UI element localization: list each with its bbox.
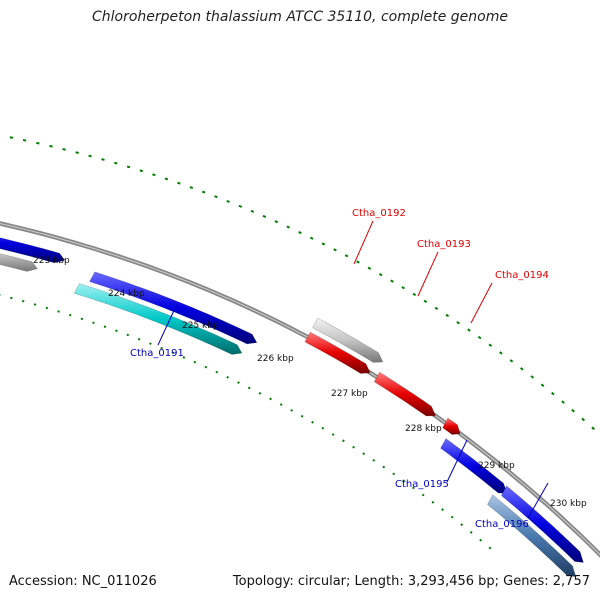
- gene-arrow-ctha-0191[interactable]: [73, 283, 243, 355]
- gene-arrow-ctha-0191-blue[interactable]: [89, 271, 258, 345]
- gene-arrow-ctha-0195b[interactable]: [501, 485, 584, 563]
- gene-arrow-ctha-0194[interactable]: [442, 417, 461, 435]
- gene-label-reverse[interactable]: Ctha_0196: [475, 519, 529, 530]
- scale-tick-label: 224 kbp: [108, 289, 145, 299]
- genome-summary-text: Topology: circular; Length: 3,293,456 bp…: [232, 574, 590, 589]
- gene-label-reverse[interactable]: Ctha_0191: [130, 348, 184, 359]
- gene-label-forward[interactable]: Ctha_0192: [352, 208, 406, 219]
- gene-arrow-ctha-0192-red[interactable]: [304, 331, 371, 374]
- scale-tick-label: 228 kbp: [405, 424, 442, 434]
- scale-tick-label: 223 kbp: [33, 256, 70, 266]
- scale-tick-label: 227 kbp: [331, 389, 368, 399]
- gene-arrow-ctha-0196[interactable]: [487, 494, 577, 577]
- gene-label-leader: [417, 251, 439, 297]
- gene-arrow-ctha-0193[interactable]: [373, 371, 436, 417]
- gene-arrow-blue[interactable]: [0, 223, 66, 264]
- outer-dotted-track: [9, 136, 595, 431]
- gene-label-leader: [157, 303, 178, 346]
- gene-arrow-grey[interactable]: [0, 237, 38, 272]
- scale-tick-label: 230 kbp: [550, 499, 587, 509]
- scale-tick-label: 225 kbp: [182, 321, 219, 331]
- gene-label-forward[interactable]: Ctha_0194: [495, 270, 549, 281]
- scale-tick-label: 226 kbp: [257, 354, 294, 364]
- gene-label-leader: [446, 439, 468, 483]
- gene-label-leader: [353, 220, 374, 265]
- map-title: Chloroherpeton thalassium ATCC 35110, co…: [92, 9, 508, 25]
- accession-text: Accession: NC_011026: [9, 574, 157, 589]
- gene-label-leader: [527, 482, 549, 519]
- gene-arrow-ctha-0192[interactable]: [312, 317, 384, 363]
- genome-backbone: [0, 221, 600, 558]
- gene-label-forward[interactable]: Ctha_0193: [417, 239, 471, 250]
- inner-dotted-track: [0, 294, 492, 550]
- gene-label-leader: [470, 282, 493, 324]
- gene-label-reverse[interactable]: Ctha_0195: [395, 479, 449, 490]
- scale-tick-label: 229 kbp: [478, 461, 515, 471]
